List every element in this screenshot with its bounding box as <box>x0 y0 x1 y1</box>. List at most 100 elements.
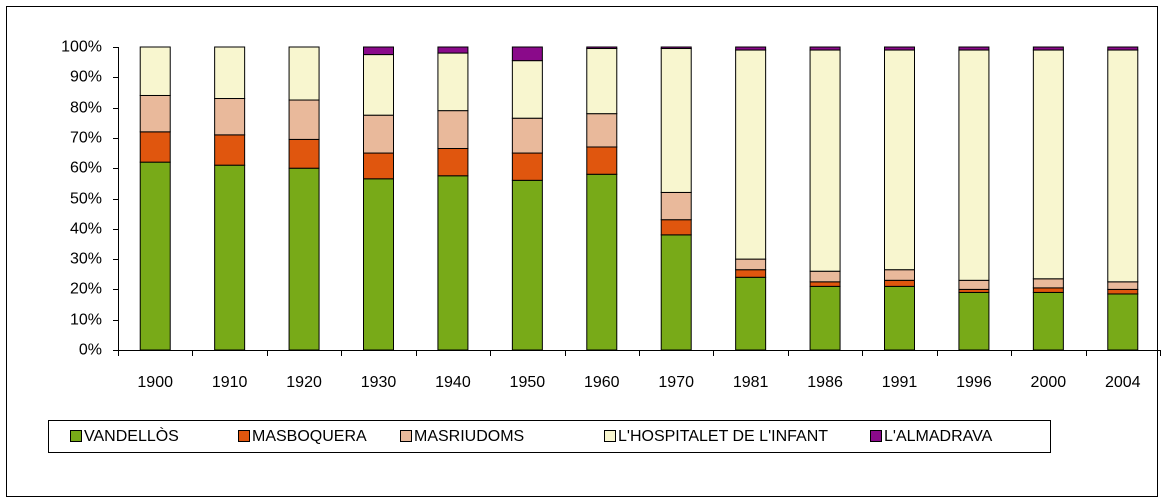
bar-segment <box>884 46 915 51</box>
bar-segment <box>214 134 246 166</box>
bar-segment <box>1107 293 1139 351</box>
bar-segment <box>735 258 767 271</box>
bar-segment <box>958 49 990 281</box>
bar-segment <box>511 46 543 62</box>
bar-segment <box>1107 288 1139 295</box>
bar-segment <box>586 113 618 148</box>
bar-segment <box>288 167 320 351</box>
bar-segment <box>214 164 246 351</box>
x-tick-label: 1930 <box>361 374 397 391</box>
legend-label: L'HOSPITALET DE L'INFANT <box>618 428 828 445</box>
legend-box <box>48 420 1051 453</box>
x-tick-label: 1910 <box>212 374 248 391</box>
bar-segment <box>511 60 543 119</box>
bar-segment <box>735 276 767 351</box>
legend: VANDELLÒS MASBOQUERA MASRIUDOMS L'HOSPITALE… <box>70 426 993 445</box>
bar-segment <box>958 291 990 351</box>
x-tick-label: 1996 <box>956 374 992 391</box>
bar-segment <box>958 46 990 51</box>
bar-segment <box>735 49 767 260</box>
bar-segment <box>511 117 543 154</box>
y-tick-label: 20% <box>70 281 102 298</box>
y-tick-label: 0% <box>79 342 102 359</box>
bar-segment <box>1032 287 1064 293</box>
y-tick-label: 60% <box>70 160 102 177</box>
bar-segment <box>288 46 320 101</box>
bar-segment <box>214 46 246 100</box>
bar-segment <box>809 49 841 272</box>
bar-segment <box>809 281 841 287</box>
bar-segment <box>884 49 915 271</box>
y-tick-label: 100% <box>61 39 102 56</box>
x-tick-label: 1986 <box>807 374 843 391</box>
bar-segment <box>437 175 469 351</box>
bar-segment <box>809 285 841 351</box>
bar-segment <box>363 54 394 116</box>
bar-segment <box>437 46 469 54</box>
y-tick-label: 80% <box>70 100 102 117</box>
x-tick-label: 1960 <box>584 374 620 391</box>
legend-label: MASRIUDOMS <box>414 428 524 445</box>
bar-segment <box>809 46 841 51</box>
bar-segment <box>586 48 618 115</box>
bar-segment <box>735 269 767 278</box>
bar-segment <box>1032 46 1064 51</box>
x-tick-label: 1981 <box>733 374 769 391</box>
bar-segment <box>363 114 394 154</box>
bar-segment <box>884 285 915 351</box>
bar-segment <box>437 110 469 150</box>
legend-swatch <box>238 430 250 442</box>
bar-segment <box>586 146 618 175</box>
y-tick-label: 30% <box>70 251 102 268</box>
y-tick-label: 10% <box>70 312 102 329</box>
legend-swatch <box>604 430 616 442</box>
bar-segment <box>139 94 171 133</box>
bar-segment <box>437 148 469 177</box>
bar-segment <box>214 98 246 136</box>
x-tick-label: 1940 <box>435 374 471 391</box>
bar-segment <box>660 48 692 193</box>
bar-segment <box>139 131 171 163</box>
bar-segment <box>660 234 692 351</box>
bar-segment <box>511 152 543 181</box>
bar-segment <box>363 178 394 351</box>
bar-segment <box>884 269 915 281</box>
x-tick-label: 1920 <box>286 374 322 391</box>
bar-segment <box>288 138 320 169</box>
bar-segment <box>1032 49 1064 280</box>
legend-swatch <box>870 430 882 442</box>
bar-segment <box>139 161 171 351</box>
bar-segment <box>809 270 841 283</box>
y-tick-label: 90% <box>70 69 102 86</box>
bar-segment <box>660 219 692 236</box>
bar-segment <box>735 46 767 51</box>
bar-segment <box>363 46 394 56</box>
bar-segment <box>437 52 469 112</box>
bar-segment <box>139 46 171 96</box>
legend-label: MASBOQUERA <box>252 428 367 445</box>
y-tick-label: 40% <box>70 221 102 238</box>
bar-segment <box>1107 46 1139 51</box>
x-tick-label: 1900 <box>137 374 173 391</box>
y-tick-label: 70% <box>70 130 102 147</box>
x-tick-label: 1970 <box>658 374 694 391</box>
bar-segment <box>1107 49 1139 283</box>
bar-segment <box>511 179 543 351</box>
legend-swatch <box>400 430 412 442</box>
bar-segment <box>660 191 692 221</box>
bar-segment <box>1107 281 1139 290</box>
bar-segment <box>586 173 618 351</box>
bar-segment <box>884 279 915 287</box>
bar-segment <box>586 46 618 50</box>
legend-label: L'ALMADRAVA <box>884 428 993 445</box>
bar-segment <box>1032 278 1064 289</box>
bar-segment <box>958 279 990 290</box>
bar-segment <box>1032 291 1064 351</box>
x-tick-label: 1950 <box>510 374 546 391</box>
bar-segment <box>288 99 320 140</box>
legend-swatch <box>70 430 82 442</box>
legend-label: VANDELLÒS <box>84 426 179 445</box>
y-tick-label: 50% <box>70 191 102 208</box>
